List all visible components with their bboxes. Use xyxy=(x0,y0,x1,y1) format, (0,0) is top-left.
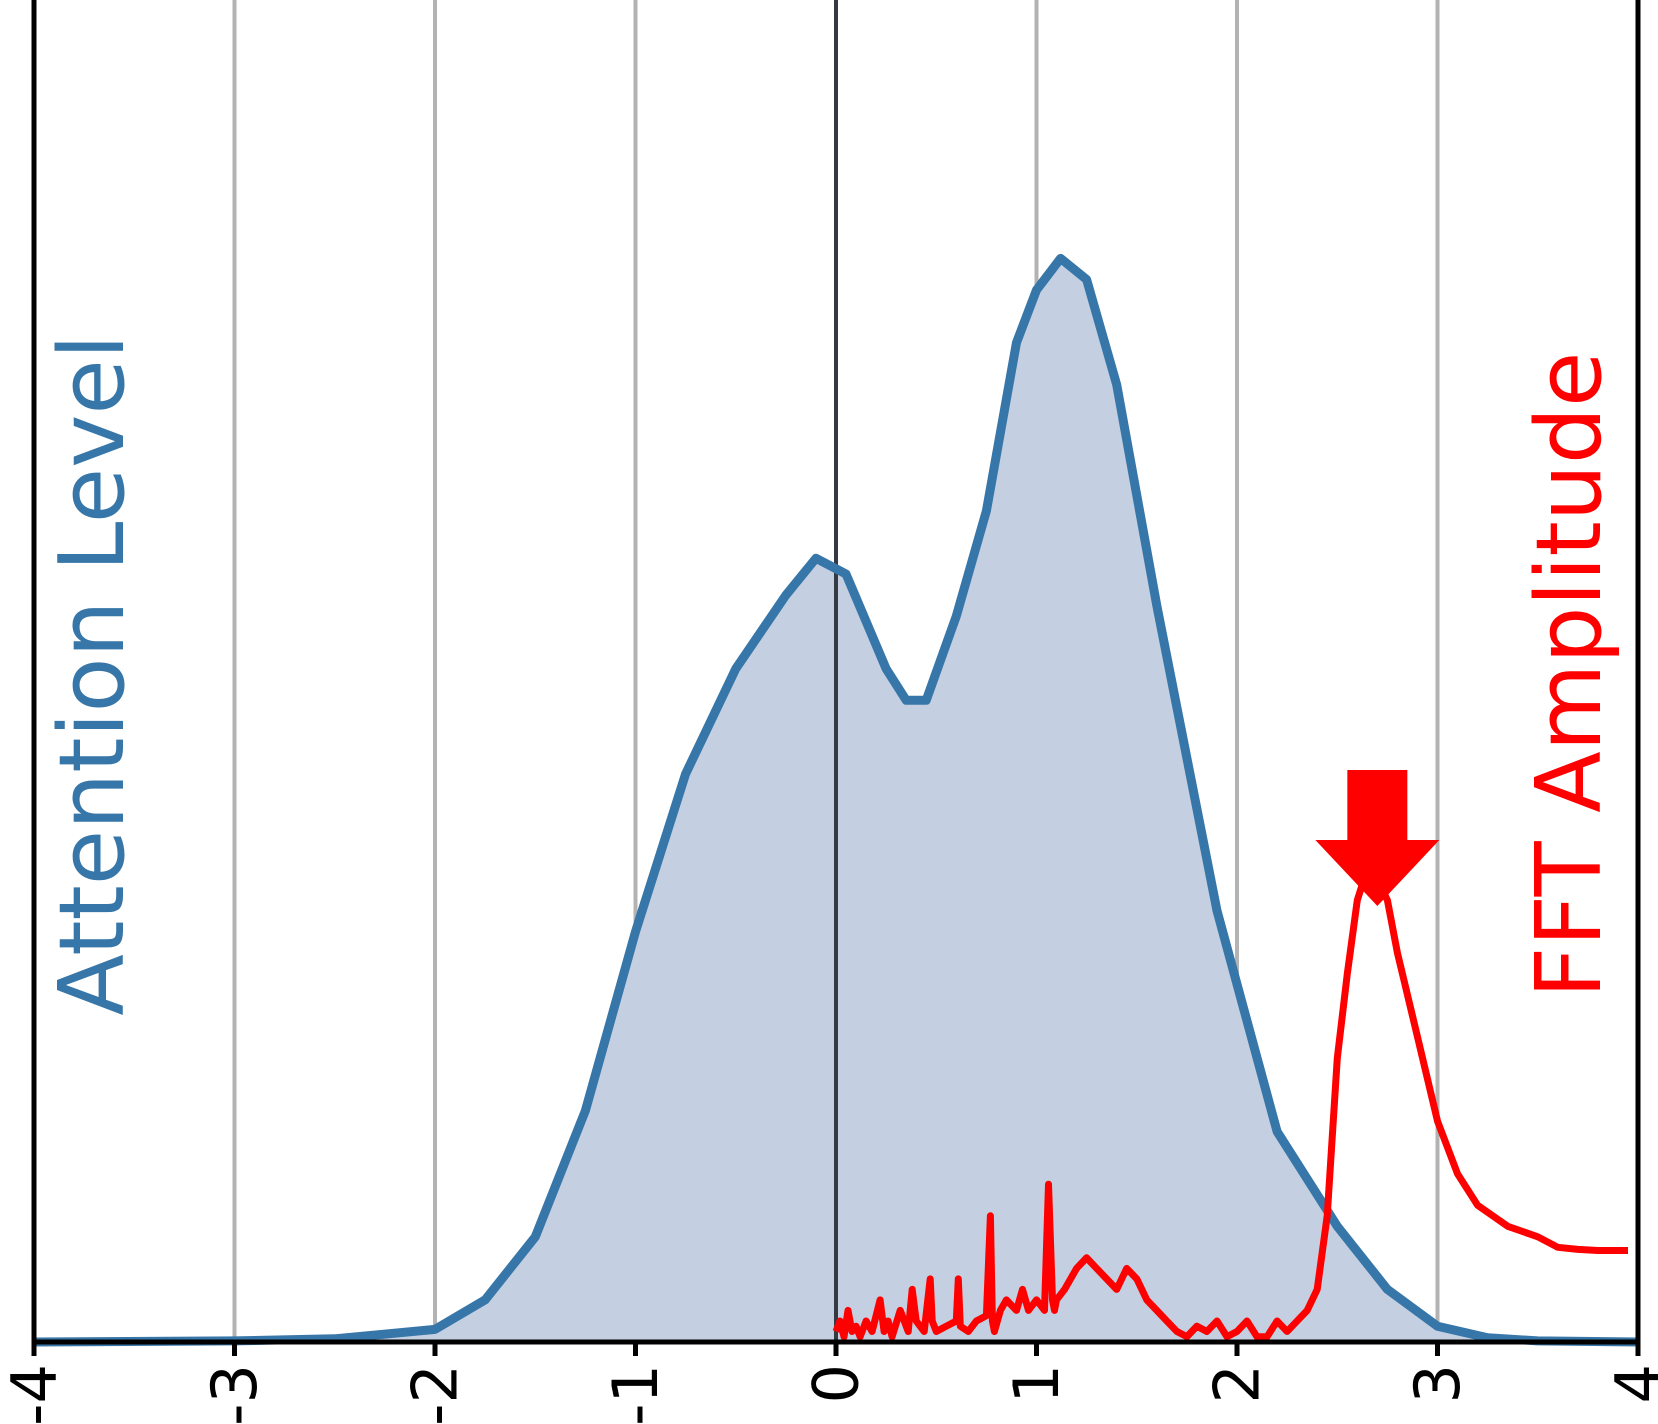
grid-lines xyxy=(232,0,1440,1342)
x-tick-label: -4 xyxy=(0,1364,71,1424)
fft-amplitude-label: FFT Amplitude xyxy=(1517,352,1622,999)
x-tick-label: -3 xyxy=(198,1364,271,1424)
x-tick-label: 3 xyxy=(1401,1364,1474,1403)
x-tick-label: -1 xyxy=(599,1364,672,1424)
attention-level-label: Attention Level xyxy=(40,334,145,1016)
down-arrow-icon xyxy=(1315,770,1440,906)
fft-amplitude-line xyxy=(832,865,1628,1341)
x-tick-label: 4 xyxy=(1602,1364,1658,1403)
x-tick-label: 0 xyxy=(800,1364,873,1403)
x-axis-ticks xyxy=(31,1342,1641,1356)
x-tick-label: -2 xyxy=(399,1364,472,1424)
x-axis-tick-labels: -4 -3 -2 -1 0 1 2 3 4 xyxy=(0,1364,1658,1424)
x-tick-label: 1 xyxy=(1000,1364,1073,1403)
x-tick-label: 2 xyxy=(1201,1364,1274,1403)
